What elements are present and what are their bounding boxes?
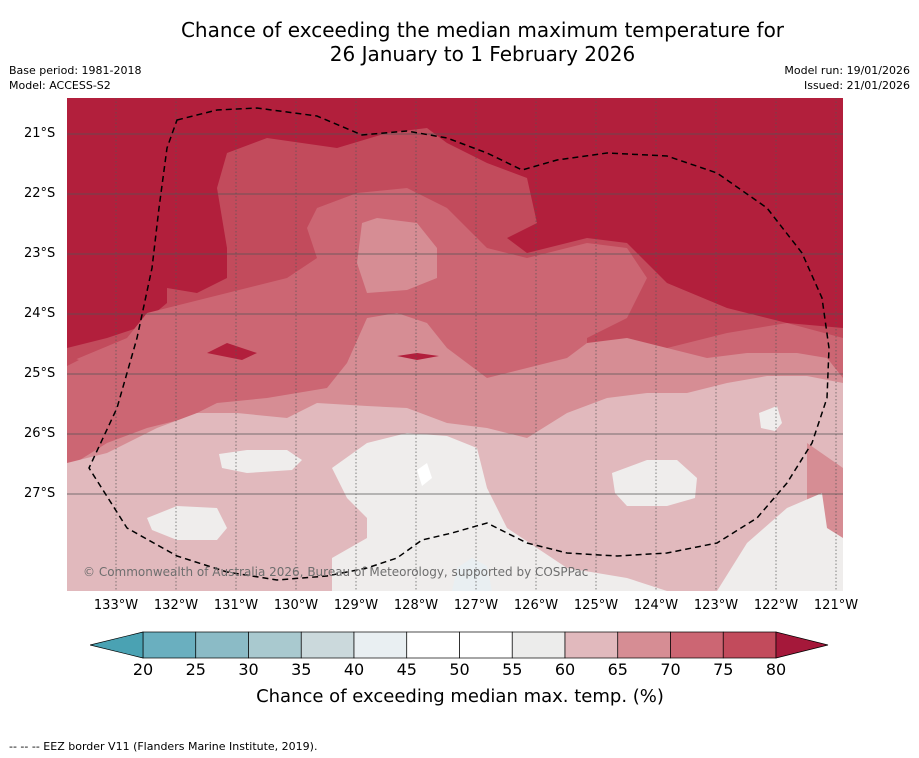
lon-label: 125°W: [573, 598, 619, 613]
lon-label: 122°W: [753, 598, 799, 613]
colorbar-tick-label: 30: [238, 660, 259, 679]
colorbar-segment: [459, 631, 513, 659]
colorbar-segment: [406, 631, 460, 659]
band-50-55-west2: [219, 450, 302, 473]
lat-label: 24°S: [24, 306, 56, 321]
lat-label: 25°S: [24, 366, 56, 381]
band-50-55-west: [147, 506, 227, 540]
map-title: Chance of exceeding the median maximum t…: [0, 18, 919, 66]
model-name: Model: ACCESS-S2: [9, 79, 111, 92]
model-run: Model run: 19/01/2026: [784, 64, 910, 77]
meta-left: Base period: 1981-2018 Model: ACCESS-S2: [9, 63, 141, 93]
colorbar-tick-label: 35: [291, 660, 312, 679]
band-50-55-east: [612, 460, 697, 506]
colorbar-tick-label: 65: [607, 660, 628, 679]
lon-label: 123°W: [693, 598, 739, 613]
band-40-45: [452, 558, 492, 591]
colorbar: [90, 631, 829, 659]
lon-label: 127°W: [453, 598, 499, 613]
colorbar-tick-label: 55: [502, 660, 523, 679]
band-50-55-se: [717, 493, 843, 591]
colorbar-high-extend: [775, 631, 829, 659]
lon-label: 126°W: [513, 598, 559, 613]
band-75-80-blob1: [207, 343, 257, 360]
colorbar-segment: [564, 631, 619, 659]
colorbar-segment: [511, 631, 566, 659]
colorbar-segment: [353, 631, 408, 659]
lon-label: 130°W: [273, 598, 319, 613]
longitude-gridlines: [115, 98, 837, 591]
title-line-2: 26 January to 1 February 2026: [329, 42, 636, 66]
eez-legend: -- -- -- EEZ border V11 (Flanders Marine…: [9, 740, 318, 753]
colorbar-segments: [142, 631, 777, 659]
colorbar-tick-label: 40: [343, 660, 365, 679]
lon-label: 124°W: [633, 598, 679, 613]
colorbar-segment: [300, 631, 355, 659]
colorbar-tick-label: 70: [660, 660, 681, 679]
colorbar-tick-label: 45: [396, 660, 417, 679]
probability-map: [67, 98, 843, 591]
band-75-80-blob2: [397, 353, 439, 360]
colorbar-segment: [617, 631, 671, 659]
lat-label: 27°S: [24, 486, 56, 501]
base-period: Base period: 1981-2018: [9, 64, 142, 77]
lat-label: 22°S: [24, 186, 56, 201]
colorbar-segment: [722, 631, 777, 659]
eez-border: [88, 107, 830, 581]
lon-label: 128°W: [393, 598, 439, 613]
colorbar-segment: [670, 631, 724, 659]
lon-label: 129°W: [333, 598, 379, 613]
title-line-1: Chance of exceeding the median maximum t…: [180, 18, 785, 42]
colorbar-segment: [195, 631, 249, 659]
band-70-75-blob: [67, 356, 79, 366]
lat-label: 23°S: [24, 246, 56, 261]
lon-label: 132°W: [153, 598, 199, 613]
colorbar-label: Chance of exceeding median max. temp. (%…: [256, 686, 664, 707]
latitude-gridlines: [67, 133, 843, 495]
lon-label: 133°W: [93, 598, 139, 613]
band-45-50: [417, 463, 432, 486]
colorbar-segment: [142, 631, 197, 659]
colorbar-segment: [248, 631, 302, 659]
lat-label: 21°S: [24, 126, 56, 141]
colorbar-tick-label: 50: [449, 660, 470, 679]
lat-label: 26°S: [24, 426, 56, 441]
colorbar-low-extend: [90, 631, 144, 659]
colorbar-tick-label: 80: [765, 660, 787, 679]
copyright-notice: © Commonwealth of Australia 2026, Bureau…: [83, 565, 589, 579]
colorbar-tick-label: 25: [185, 660, 206, 679]
lon-label: 131°W: [213, 598, 259, 613]
meta-right: Model run: 19/01/2026 Issued: 21/01/2026: [784, 63, 910, 93]
colorbar-tick-label: 20: [132, 660, 154, 679]
colorbar-tick-label: 60: [554, 660, 576, 679]
issued-date: Issued: 21/01/2026: [803, 79, 910, 92]
lon-label: 121°W: [813, 598, 859, 613]
band-60-65-blob: [357, 218, 437, 293]
colorbar-tick-label: 75: [713, 660, 734, 679]
